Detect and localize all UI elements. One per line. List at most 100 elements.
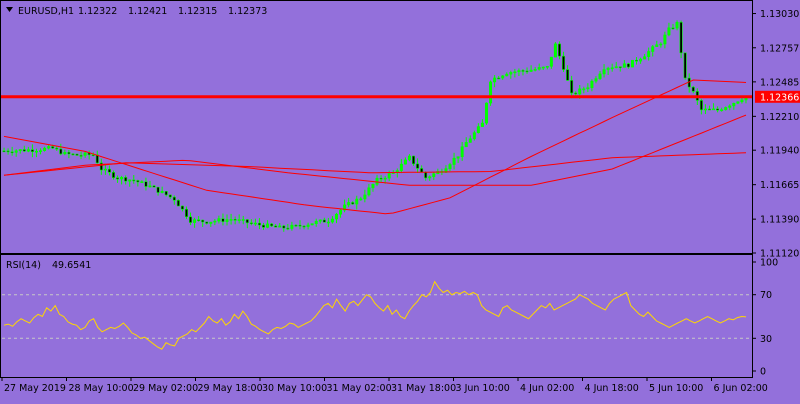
candle-body: [505, 73, 509, 77]
candle-body: [197, 219, 201, 221]
candle-body: [339, 209, 343, 215]
rsi-y-tick-label: 100: [760, 258, 778, 269]
candle-body: [667, 27, 671, 36]
candle-body: [614, 66, 618, 69]
candle-body: [557, 43, 561, 57]
candle-body: [610, 67, 614, 70]
candle-body: [262, 224, 266, 228]
candle-body: [630, 59, 634, 68]
candle-body: [586, 87, 590, 90]
candle-body: [34, 150, 38, 153]
candle-body: [541, 66, 545, 69]
candle-body: [424, 171, 428, 179]
y-tick-label: 1.12485: [760, 77, 799, 88]
candle-body: [294, 224, 298, 227]
rsi-panel[interactable]: [2, 280, 750, 350]
candle-body: [379, 177, 383, 180]
candle-body: [83, 152, 87, 156]
candle-body: [525, 70, 529, 73]
candle-body: [184, 208, 188, 218]
current-price-tag: [755, 90, 800, 103]
candle-body: [683, 52, 687, 79]
candle-body: [148, 185, 152, 188]
candle-body: [643, 56, 647, 60]
candle-body: [712, 108, 716, 111]
price-chart-frame: [0, 0, 753, 254]
triangle-down-icon[interactable]: [6, 7, 13, 12]
candle-body: [253, 222, 257, 225]
candle-body: [545, 66, 549, 68]
candle-body: [549, 56, 553, 67]
candle-body: [602, 69, 606, 75]
moving-average-line: [3, 79, 747, 215]
candle-body: [245, 219, 249, 224]
candle-body: [30, 149, 34, 152]
candle-body: [6, 150, 10, 153]
ohlc-high: 1.12421: [128, 6, 167, 17]
candle-body: [343, 204, 347, 211]
candle-body: [566, 69, 570, 81]
candle-body: [71, 153, 75, 156]
candle-body: [497, 77, 501, 80]
candle-body: [651, 46, 655, 52]
y-tick-label: 1.12757: [760, 43, 799, 54]
price-chart-panel[interactable]: 1.12366: [0, 20, 800, 232]
candle-body: [590, 80, 594, 89]
candle-body: [225, 219, 229, 222]
candle-body: [67, 151, 71, 155]
candle-body: [136, 180, 140, 183]
candle-body: [707, 108, 711, 111]
candle-body: [529, 69, 533, 72]
candle-body: [598, 73, 602, 79]
candle-body: [383, 177, 387, 180]
candle-body: [209, 221, 213, 224]
candle-body: [533, 69, 537, 71]
candle-body: [403, 159, 407, 165]
candle-body: [176, 199, 180, 207]
candle-body: [330, 218, 334, 223]
candle-body: [128, 179, 132, 182]
candle-body: [501, 75, 505, 79]
candle-body: [371, 183, 375, 189]
candle-body: [59, 148, 63, 155]
candle-body: [736, 101, 740, 104]
candle-body: [347, 202, 351, 206]
x-tick-label: 31 May 18:00: [391, 383, 456, 394]
candle-body: [355, 198, 359, 205]
y-tick-label: 1.11940: [760, 146, 799, 157]
candle-body: [229, 219, 233, 221]
x-tick-label: 4 Jun 18:00: [585, 383, 639, 394]
ohlc-low: 1.12315: [178, 6, 217, 17]
candle-body: [562, 55, 566, 70]
candle-body: [513, 71, 517, 74]
candle-body: [412, 155, 416, 165]
candle-body: [489, 81, 493, 104]
candle-body: [594, 78, 598, 82]
candle-body: [428, 176, 432, 179]
ohlc-close: 1.12373: [228, 6, 267, 17]
candle-body: [407, 155, 411, 161]
candle-body: [306, 224, 310, 227]
candle-body: [432, 173, 436, 178]
x-tick-label: 4 Jun 02:00: [520, 383, 574, 394]
candle-body: [168, 194, 172, 198]
x-tick-label: 30 May 10:00: [262, 383, 327, 394]
rsi-y-tick-label: 0: [760, 367, 766, 378]
candle-body: [387, 173, 391, 179]
candle-body: [217, 218, 221, 222]
candle-body: [156, 186, 160, 193]
candle-body: [740, 99, 744, 103]
candle-body: [63, 151, 67, 155]
candle-body: [351, 202, 355, 205]
candle-body: [43, 147, 47, 151]
candle-body: [480, 122, 484, 127]
candle-body: [22, 149, 26, 152]
x-tick-label: 31 May 02:00: [327, 383, 392, 394]
candle-body: [399, 163, 403, 171]
candle-body: [241, 219, 245, 221]
rsi-line: [3, 280, 747, 350]
candle-body: [26, 149, 30, 152]
x-tick-label: 6 Jun 02:00: [714, 383, 768, 394]
candle-body: [286, 227, 290, 230]
